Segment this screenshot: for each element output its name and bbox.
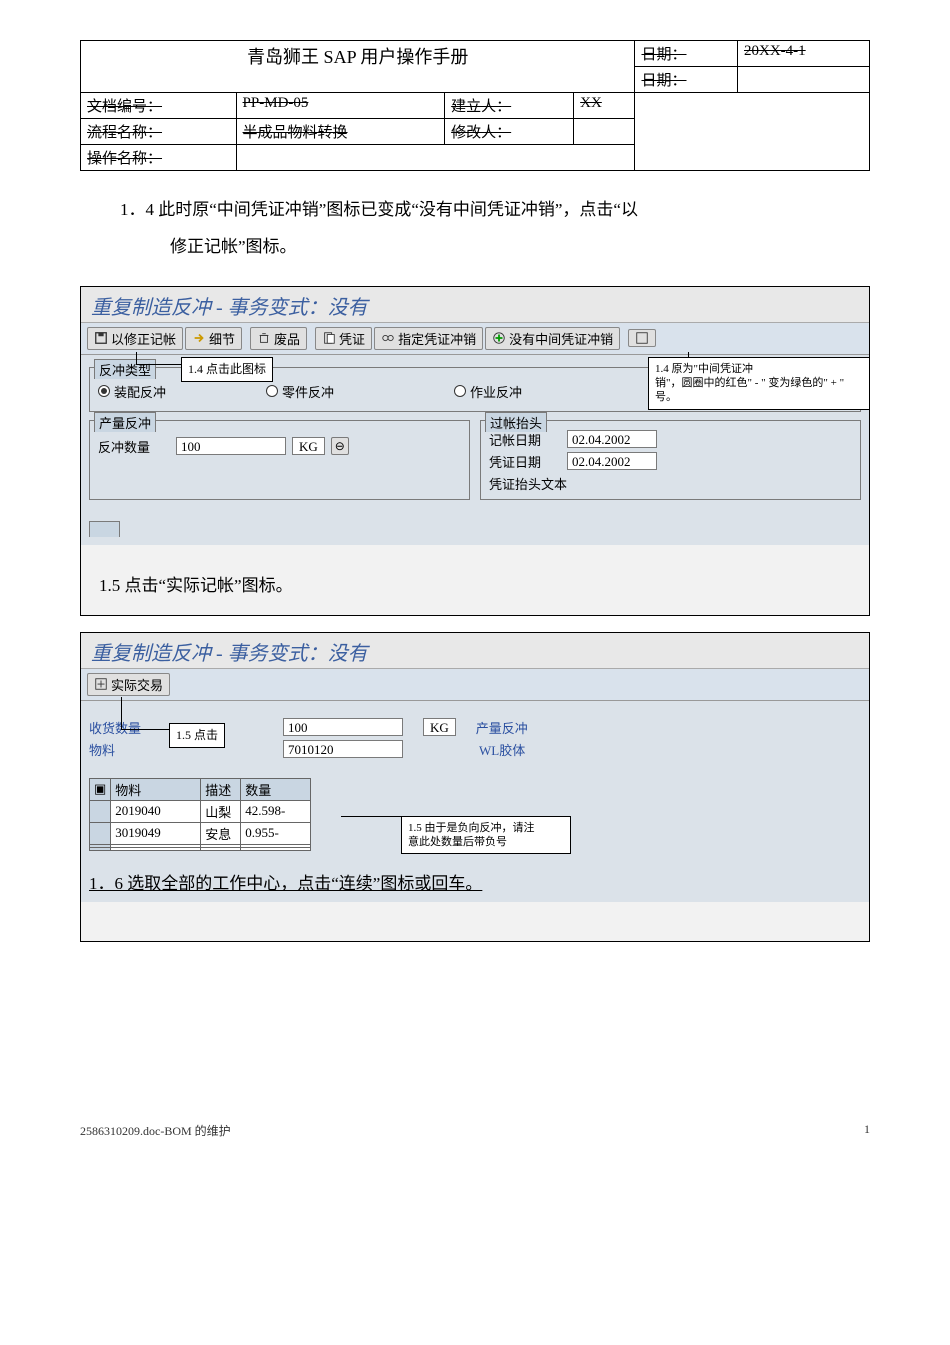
sap1-title: 重复制造反冲 - 事务变式：没有 bbox=[81, 287, 869, 323]
flow-label: 流程名称： bbox=[81, 119, 237, 145]
mat-desc: WL胶体 bbox=[479, 740, 525, 759]
col-qty: 数量 bbox=[241, 778, 311, 800]
footer-page: 1 bbox=[864, 1122, 870, 1139]
sap-window-1: 重复制造反冲 - 事务变式：没有 以修正记帐 细节 废品 凭证 指定凭证冲销 没… bbox=[80, 286, 870, 616]
recv-qty-input[interactable]: 100 bbox=[283, 718, 403, 736]
callout-1-5: 1.5 点击 bbox=[169, 723, 225, 749]
table-row[interactable]: 2019040 山梨 42.598- bbox=[90, 800, 311, 822]
table-corner[interactable]: ▣ bbox=[90, 778, 111, 800]
step-1-4: 1．4 此时原“中间凭证冲销”图标已变成“没有中间凭证冲销”，点击“以 修正记帐… bbox=[120, 191, 870, 266]
voucher-label: 凭证 bbox=[339, 329, 365, 348]
col-mat: 物料 bbox=[111, 778, 201, 800]
qty-input[interactable]: 100 bbox=[176, 437, 286, 455]
creator-label: 建立人： bbox=[445, 93, 574, 119]
doctext-label: 凭证抬头文本 bbox=[489, 474, 579, 493]
save-icon bbox=[94, 331, 108, 345]
modifier-label: 修改人： bbox=[445, 119, 574, 145]
page-footer: 2586310209.doc-BOM 的维护 1 bbox=[80, 1122, 870, 1139]
scrap-label: 废品 bbox=[274, 329, 300, 348]
col-desc: 描述 bbox=[201, 778, 241, 800]
scrap-button[interactable]: 废品 bbox=[250, 327, 307, 350]
group-post-label: 过帐抬头 bbox=[485, 412, 547, 432]
link-icon bbox=[381, 331, 395, 345]
date1-label: 日期： bbox=[635, 41, 738, 67]
docno: PP-MD-05 bbox=[236, 93, 445, 119]
mat-code-input[interactable]: 7010120 bbox=[283, 740, 403, 758]
assign-label: 指定凭证冲销 bbox=[398, 329, 476, 348]
materials-table: ▣ 物料 描述 数量 2019040 山梨 42.598- 3019049 安息… bbox=[89, 778, 311, 851]
actual-label: 实际交易 bbox=[111, 675, 163, 694]
trash-icon bbox=[257, 331, 271, 345]
tab-handle[interactable] bbox=[89, 521, 120, 537]
radio-parts[interactable]: 零件反冲 bbox=[266, 382, 334, 401]
minus-circle-button[interactable]: ⊖ bbox=[331, 437, 349, 455]
radio-assembly[interactable]: 装配反冲 bbox=[98, 382, 166, 401]
document-icon bbox=[322, 331, 336, 345]
mat-label: 物料 bbox=[89, 740, 153, 759]
sap1-toolbar: 以修正记帐 细节 废品 凭证 指定凭证冲销 没有中间凭证冲销 bbox=[81, 323, 869, 355]
actual-post-button[interactable]: 实际交易 bbox=[87, 673, 170, 696]
footer-left: 2586310209.doc-BOM 的维护 bbox=[80, 1122, 231, 1139]
callout-1-5b: 1.5 由于是负向反冲，请注 意此处数量后带负号 bbox=[401, 816, 571, 855]
postdate-label: 记帐日期 bbox=[489, 430, 561, 449]
callout-1-4b: 1.4 原为"中间凭证冲 销"，圆圈中的红色" - " 变为绿色的" + " 号… bbox=[648, 357, 870, 410]
post-icon bbox=[94, 677, 108, 691]
assign-voucher-button[interactable]: 指定凭证冲销 bbox=[374, 327, 483, 350]
no-mid-voucher-button[interactable]: 没有中间凭证冲销 bbox=[485, 327, 620, 350]
plus-circle-icon bbox=[492, 331, 506, 345]
recv-note: 产量反冲 bbox=[476, 718, 528, 737]
save-label: 以修正记帐 bbox=[111, 329, 176, 348]
callout-1-4a: 1.4 点击此图标 bbox=[181, 357, 273, 383]
op-label: 操作名称： bbox=[81, 145, 237, 171]
flow: 半成品物料转换 bbox=[236, 119, 445, 145]
date2-label: 日期： bbox=[635, 67, 738, 93]
table-row[interactable] bbox=[90, 847, 311, 850]
step-1-5: 1.5 点击“实际记帐”图标。 bbox=[99, 571, 869, 596]
date1: 20XX-4-1 bbox=[738, 41, 870, 67]
grid-icon bbox=[635, 331, 649, 345]
postdate-input[interactable]: 02.04.2002 bbox=[567, 430, 657, 448]
qty-unit: KG bbox=[292, 437, 325, 455]
detail-button[interactable]: 细节 bbox=[185, 327, 242, 350]
nomid-label: 没有中间凭证冲销 bbox=[509, 329, 613, 348]
group-type-label: 反冲类型 bbox=[94, 359, 156, 379]
step-1-6: 1．6 选取全部的工作中心，点击“连续”图标或回车。 bbox=[89, 869, 861, 894]
detail-label: 细节 bbox=[209, 329, 235, 348]
sap2-toolbar: 实际交易 bbox=[81, 669, 869, 701]
group-output-label: 产量反冲 bbox=[94, 412, 156, 432]
recv-unit: KG bbox=[423, 718, 456, 736]
save-button[interactable]: 以修正记帐 bbox=[87, 327, 183, 350]
table-row[interactable]: 3019049 安息 0.955- bbox=[90, 822, 311, 844]
docdate-input[interactable]: 02.04.2002 bbox=[567, 452, 657, 470]
qty-label: 反冲数量 bbox=[98, 437, 170, 456]
radio-job[interactable]: 作业反冲 bbox=[454, 382, 522, 401]
extra-button[interactable] bbox=[628, 329, 656, 347]
creator: XX bbox=[574, 93, 635, 119]
doc-title: 青岛狮王 SAP 用户操作手册 bbox=[81, 41, 635, 93]
voucher-button[interactable]: 凭证 bbox=[315, 327, 372, 350]
docdate-label: 凭证日期 bbox=[489, 452, 561, 471]
arrow-right-icon bbox=[192, 331, 206, 345]
doc-header-table: 青岛狮王 SAP 用户操作手册 日期： 20XX-4-1 日期： 文档编号： P… bbox=[80, 40, 870, 171]
docno-label: 文档编号： bbox=[81, 93, 237, 119]
sap2-title: 重复制造反冲 - 事务变式：没有 bbox=[81, 633, 869, 669]
sap-window-2: 重复制造反冲 - 事务变式：没有 实际交易 1.5 点击 收货数量 100 KG… bbox=[80, 632, 870, 942]
